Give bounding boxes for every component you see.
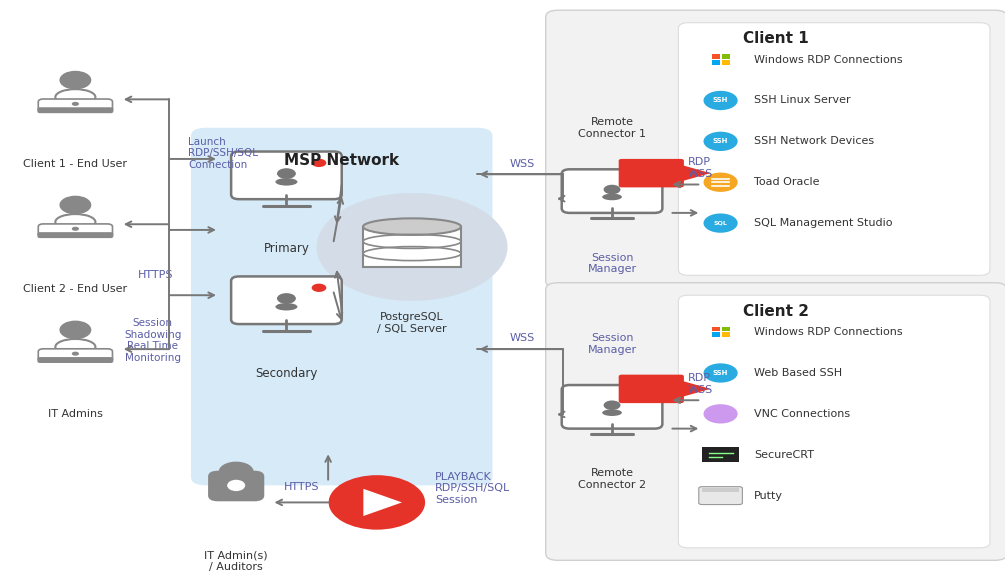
Circle shape bbox=[312, 159, 327, 167]
FancyBboxPatch shape bbox=[38, 358, 113, 362]
Text: Client 1 - End User: Client 1 - End User bbox=[23, 159, 128, 169]
FancyBboxPatch shape bbox=[619, 159, 683, 187]
Text: RDP
WSS: RDP WSS bbox=[687, 157, 713, 179]
Text: IT Admin(s)
/ Auditors: IT Admin(s) / Auditors bbox=[204, 551, 268, 573]
Circle shape bbox=[60, 196, 90, 214]
Circle shape bbox=[317, 193, 508, 301]
Text: WSS: WSS bbox=[510, 334, 536, 343]
Text: Web Based SSH: Web Based SSH bbox=[754, 368, 842, 378]
Circle shape bbox=[60, 71, 90, 89]
Text: Remote
Connector 1: Remote Connector 1 bbox=[578, 118, 646, 139]
FancyBboxPatch shape bbox=[712, 54, 720, 59]
Text: HTTPS: HTTPS bbox=[283, 482, 320, 492]
Text: SSH Linux Server: SSH Linux Server bbox=[754, 96, 850, 105]
Polygon shape bbox=[364, 489, 402, 516]
FancyBboxPatch shape bbox=[38, 233, 113, 237]
Circle shape bbox=[277, 168, 295, 179]
FancyBboxPatch shape bbox=[722, 332, 730, 337]
Text: PostgreSQL
/ SQL Server: PostgreSQL / SQL Server bbox=[377, 312, 447, 334]
Circle shape bbox=[60, 321, 90, 339]
Text: Client 2: Client 2 bbox=[744, 304, 809, 319]
FancyBboxPatch shape bbox=[562, 169, 662, 213]
FancyBboxPatch shape bbox=[722, 54, 730, 59]
Circle shape bbox=[71, 227, 79, 231]
Text: Client 1: Client 1 bbox=[744, 31, 809, 46]
Text: SSH: SSH bbox=[713, 138, 729, 145]
Circle shape bbox=[634, 176, 648, 184]
Circle shape bbox=[312, 283, 327, 292]
Text: Client 2 - End User: Client 2 - End User bbox=[23, 284, 128, 294]
FancyBboxPatch shape bbox=[38, 99, 113, 112]
Text: SQL: SQL bbox=[714, 221, 728, 226]
FancyBboxPatch shape bbox=[231, 151, 342, 199]
FancyBboxPatch shape bbox=[546, 283, 1005, 560]
Text: SSH: SSH bbox=[713, 97, 729, 104]
FancyBboxPatch shape bbox=[208, 471, 264, 501]
FancyBboxPatch shape bbox=[363, 227, 461, 267]
Text: PLAYBACK
RDP/SSH/SQL
Session: PLAYBACK RDP/SSH/SQL Session bbox=[435, 472, 511, 505]
Circle shape bbox=[704, 214, 738, 233]
Text: Windows RDP Connections: Windows RDP Connections bbox=[754, 327, 902, 337]
Text: Primary: Primary bbox=[263, 242, 310, 255]
Polygon shape bbox=[680, 381, 711, 397]
Ellipse shape bbox=[363, 218, 461, 235]
FancyBboxPatch shape bbox=[701, 448, 740, 462]
FancyBboxPatch shape bbox=[712, 60, 720, 65]
FancyBboxPatch shape bbox=[546, 10, 1005, 288]
Text: SSH Network Devices: SSH Network Devices bbox=[754, 137, 874, 146]
Text: WSS: WSS bbox=[510, 158, 536, 169]
Text: VNC Connections: VNC Connections bbox=[754, 409, 850, 419]
FancyBboxPatch shape bbox=[562, 385, 662, 429]
Text: Session
Shadowing
Real Time
Monitoring: Session Shadowing Real Time Monitoring bbox=[124, 318, 182, 363]
Circle shape bbox=[219, 463, 253, 482]
Circle shape bbox=[704, 404, 738, 423]
Circle shape bbox=[604, 400, 620, 410]
Circle shape bbox=[704, 173, 738, 192]
Circle shape bbox=[704, 363, 738, 382]
FancyBboxPatch shape bbox=[712, 327, 720, 332]
Circle shape bbox=[604, 185, 620, 194]
FancyBboxPatch shape bbox=[191, 128, 492, 486]
Text: Toad Oracle: Toad Oracle bbox=[754, 177, 819, 187]
FancyBboxPatch shape bbox=[619, 374, 683, 403]
Text: Launch
RDP/SSH/SQL
Connection: Launch RDP/SSH/SQL Connection bbox=[188, 137, 258, 170]
FancyBboxPatch shape bbox=[38, 108, 113, 112]
Text: Putty: Putty bbox=[754, 491, 783, 501]
FancyBboxPatch shape bbox=[678, 22, 990, 275]
Text: Session
Manager: Session Manager bbox=[588, 253, 636, 274]
Ellipse shape bbox=[275, 303, 297, 310]
Text: Secondary: Secondary bbox=[255, 367, 318, 380]
Text: SecureCRT: SecureCRT bbox=[754, 450, 814, 460]
Ellipse shape bbox=[227, 480, 245, 491]
Ellipse shape bbox=[275, 178, 297, 185]
FancyBboxPatch shape bbox=[712, 332, 720, 337]
FancyBboxPatch shape bbox=[698, 487, 743, 505]
Text: Remote
Connector 2: Remote Connector 2 bbox=[578, 468, 646, 490]
Text: SQL Management Studio: SQL Management Studio bbox=[754, 218, 892, 228]
Circle shape bbox=[71, 102, 79, 106]
FancyBboxPatch shape bbox=[38, 349, 113, 362]
FancyBboxPatch shape bbox=[701, 488, 740, 492]
Text: Windows RDP Connections: Windows RDP Connections bbox=[754, 55, 902, 65]
Circle shape bbox=[634, 392, 648, 399]
FancyBboxPatch shape bbox=[678, 295, 990, 548]
Circle shape bbox=[277, 293, 295, 304]
Circle shape bbox=[329, 475, 425, 530]
Text: IT Admins: IT Admins bbox=[48, 409, 103, 419]
FancyBboxPatch shape bbox=[722, 60, 730, 65]
Circle shape bbox=[71, 351, 79, 356]
Text: MSP Network: MSP Network bbox=[284, 153, 399, 168]
Text: SSH: SSH bbox=[713, 370, 729, 376]
Ellipse shape bbox=[602, 194, 622, 200]
Text: Session
Manager: Session Manager bbox=[588, 333, 636, 355]
Text: HTTPS: HTTPS bbox=[138, 270, 174, 281]
Text: RDP
WSS: RDP WSS bbox=[687, 373, 713, 395]
Polygon shape bbox=[680, 165, 711, 181]
FancyBboxPatch shape bbox=[722, 327, 730, 332]
FancyBboxPatch shape bbox=[231, 276, 342, 324]
Circle shape bbox=[704, 132, 738, 151]
FancyBboxPatch shape bbox=[38, 224, 113, 237]
Circle shape bbox=[704, 91, 738, 110]
Ellipse shape bbox=[602, 410, 622, 416]
